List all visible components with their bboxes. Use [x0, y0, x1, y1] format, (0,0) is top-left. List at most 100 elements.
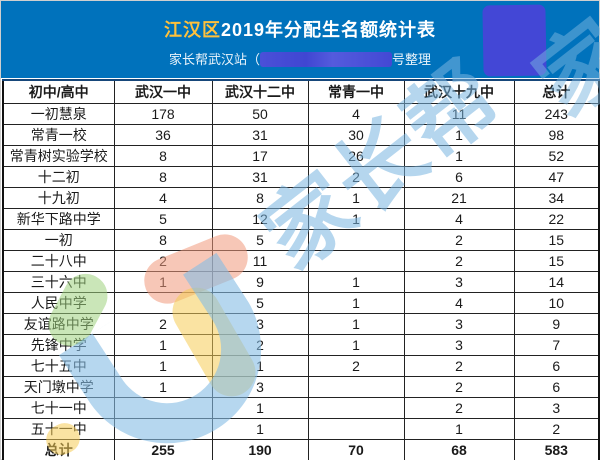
school-name-cell: 十九初: [2, 186, 115, 209]
value-cell: 9: [211, 270, 309, 293]
school-name-cell: 人民中学: [2, 291, 115, 314]
value-cell: 1: [403, 123, 515, 146]
value-cell: 2: [513, 417, 600, 440]
value-cell: 47: [513, 165, 600, 188]
value-cell: 11: [403, 102, 515, 125]
value-cell: 3: [211, 312, 309, 335]
value-cell: 4: [113, 186, 213, 209]
value-cell: 1: [307, 270, 405, 293]
school-name-cell: 二十八中: [2, 249, 115, 272]
value-cell: 2: [307, 165, 405, 188]
value-cell: 5: [211, 291, 309, 314]
value-cell: 2: [211, 333, 309, 356]
table-header: 初中/高中 武汉一中 武汉十二中 常青一中 武汉十九中 总计: [2, 79, 600, 104]
table-row: 一初慧泉 178 50 4 11 243: [2, 102, 600, 125]
value-cell: [113, 417, 213, 440]
value-cell: 14: [513, 270, 600, 293]
value-cell: 2: [403, 396, 515, 419]
value-cell: 1: [211, 396, 309, 419]
value-cell: 9: [513, 312, 600, 335]
school-name-cell: 先锋中学: [2, 333, 115, 356]
value-cell: 2: [113, 249, 213, 272]
value-cell: 4: [403, 291, 515, 314]
table-row: 人民中学 5 1 4 10: [2, 291, 600, 314]
value-cell: 11: [211, 249, 309, 272]
table-row: 五十一中 1 1 2: [2, 417, 600, 440]
value-cell: 1: [113, 354, 213, 377]
school-name-cell: 三十六中: [2, 270, 115, 293]
value-cell: 1: [113, 375, 213, 398]
value-cell: 3: [513, 396, 600, 419]
header-row: 初中/高中 武汉一中 武汉十二中 常青一中 武汉十九中 总计: [2, 79, 600, 104]
value-cell: 2: [403, 249, 515, 272]
table-row: 友谊路中学 2 3 1 3 9: [2, 312, 600, 335]
value-cell: [307, 396, 405, 419]
value-cell: 8: [113, 165, 213, 188]
value-cell: 6: [403, 165, 515, 188]
table-row: 十二初 8 31 2 6 47: [2, 165, 600, 188]
school-name-cell: 常青树实验学校: [2, 144, 115, 167]
value-cell: 2: [307, 354, 405, 377]
value-cell: 243: [513, 102, 600, 125]
school-name-cell: 天门墩中学: [2, 375, 115, 398]
value-cell: 3: [403, 270, 515, 293]
value-cell: 21: [403, 186, 515, 209]
value-cell: 1: [307, 291, 405, 314]
value-cell: 4: [307, 102, 405, 125]
value-cell: 26: [307, 144, 405, 167]
column-header: 常青一中: [307, 79, 405, 104]
value-cell: 178: [113, 102, 213, 125]
value-cell: 3: [403, 312, 515, 335]
table-row: 新华下路中学 5 12 1 4 22: [2, 207, 600, 230]
table-row: 一初 8 5 2 15: [2, 228, 600, 251]
school-name-cell: 七十一中: [2, 396, 115, 419]
table-row: 常青树实验学校 8 17 26 1 52: [2, 144, 600, 167]
value-cell: 22: [513, 207, 600, 230]
value-cell: 1: [113, 270, 213, 293]
value-cell: 2: [403, 375, 515, 398]
total-value-cell: 255: [113, 438, 213, 460]
school-name-cell: 七十五中: [2, 354, 115, 377]
title-main: 2019年分配生名额统计表: [220, 20, 437, 40]
school-name-cell: 常青一校: [2, 123, 115, 146]
value-cell: 30: [307, 123, 405, 146]
total-value-cell: 68: [403, 438, 515, 460]
table-row: 三十六中 1 9 1 3 14: [2, 270, 600, 293]
table-row: 天门墩中学 1 3 2 6: [2, 375, 600, 398]
value-cell: 3: [211, 375, 309, 398]
total-value-cell: 70: [307, 438, 405, 460]
school-name-cell: 五十一中: [2, 417, 115, 440]
value-cell: [113, 396, 213, 419]
value-cell: 17: [211, 144, 309, 167]
page-subtitle: 家长帮武汉站（ 号整理: [1, 49, 599, 68]
value-cell: [307, 228, 405, 251]
school-name-cell: 十二初: [2, 165, 115, 188]
value-cell: 5: [113, 207, 213, 230]
column-header: 武汉十九中: [403, 79, 515, 104]
value-cell: 1: [113, 333, 213, 356]
value-cell: 4: [403, 207, 515, 230]
redaction-corner-block: [482, 4, 547, 77]
table-row: 七十五中 1 1 2 2 6: [2, 354, 600, 377]
table-row: 常青一校 36 31 30 1 98: [2, 123, 600, 146]
total-value-cell: 190: [211, 438, 309, 460]
value-cell: [307, 375, 405, 398]
value-cell: 1: [403, 417, 515, 440]
value-cell: 15: [513, 228, 600, 251]
value-cell: 50: [211, 102, 309, 125]
value-cell: 15: [513, 249, 600, 272]
column-header: 初中/高中: [2, 79, 115, 104]
value-cell: 1: [403, 144, 515, 167]
table-row: 二十八中 2 11 2 15: [2, 249, 600, 272]
value-cell: 98: [513, 123, 600, 146]
value-cell: 2: [403, 228, 515, 251]
value-cell: 31: [211, 123, 309, 146]
table-row: 七十一中 1 2 3: [2, 396, 600, 419]
subtitle-prefix: 家长帮武汉站（: [168, 52, 260, 67]
title-district: 江汉区: [163, 20, 221, 40]
column-header: 武汉一中: [113, 79, 213, 104]
value-cell: 1: [211, 417, 309, 440]
value-cell: 52: [513, 144, 600, 167]
value-cell: 31: [211, 165, 309, 188]
